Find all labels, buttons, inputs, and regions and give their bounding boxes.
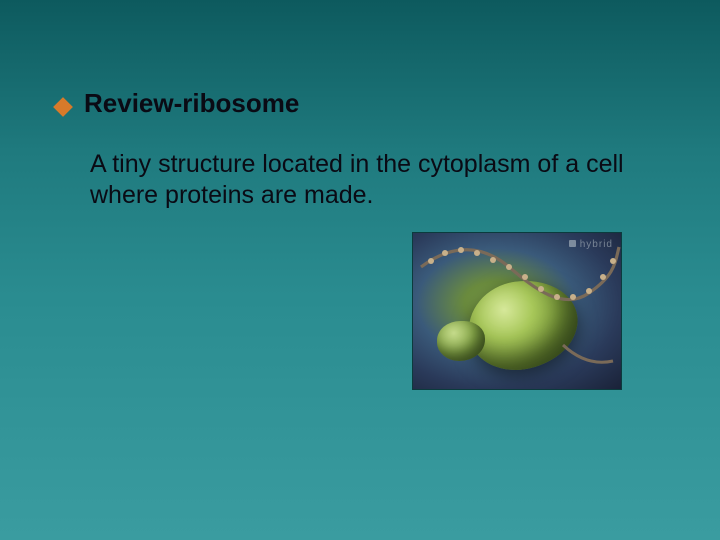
slide-body: A tiny structure located in the cytoplas… [90,149,650,212]
bullet-icon [53,97,73,117]
illustration-ribosome: hybrid [412,232,622,390]
slide: Review-ribosome A tiny structure located… [0,0,720,540]
heading-row: Review-ribosome [56,88,680,119]
watermark-dot-icon [569,240,576,247]
image-watermark: hybrid [569,239,613,250]
mrna-strand-icon [413,233,622,390]
watermark-text: hybrid [580,239,613,250]
slide-heading: Review-ribosome [84,88,299,119]
